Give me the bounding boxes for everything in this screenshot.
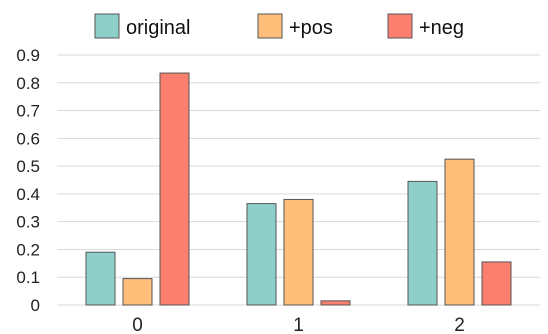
bar-neg-1 <box>320 300 351 306</box>
y-tick-label: 0.8 <box>16 74 40 93</box>
y-tick-label: 0.4 <box>16 185 40 204</box>
bar-original-0 <box>85 251 116 306</box>
x-tick-label: 2 <box>454 315 465 334</box>
y-tick-label: 0.1 <box>16 268 40 287</box>
legend-swatch <box>94 13 120 39</box>
bar-original-2 <box>407 180 438 306</box>
bar-neg-0 <box>159 72 190 306</box>
legend: original +pos +neg <box>94 13 464 39</box>
x-tick-label: 0 <box>132 315 143 334</box>
bar-pos-1 <box>283 198 314 306</box>
y-tick-label: 0.2 <box>16 240 40 259</box>
y-tick-label: 0.7 <box>16 102 40 121</box>
x-tick-label: 1 <box>293 315 304 334</box>
y-tick-label: 0.6 <box>16 129 40 148</box>
y-tick-label: 0.3 <box>16 213 40 232</box>
bar-pos-2 <box>444 158 475 306</box>
y-tick-label: 0 <box>31 296 40 315</box>
legend-label: +pos <box>289 17 333 39</box>
legend-label: original <box>126 17 190 39</box>
y-tick-label: 0.5 <box>16 157 40 176</box>
y-axis-ticks: 0 0.1 0.2 0.3 0.4 0.5 0.6 0.7 0.8 0.9 <box>16 46 40 315</box>
x-axis-ticks: 0 1 2 <box>132 315 465 334</box>
bar-pos-0 <box>122 278 153 306</box>
y-tick-label: 0.9 <box>16 46 40 65</box>
bar-neg-2 <box>481 261 512 306</box>
grid-lines <box>57 54 540 306</box>
bars <box>85 72 512 306</box>
bar-original-1 <box>246 203 277 306</box>
legend-label: +neg <box>419 17 464 39</box>
legend-swatch <box>387 13 413 39</box>
legend-swatch <box>257 13 283 39</box>
